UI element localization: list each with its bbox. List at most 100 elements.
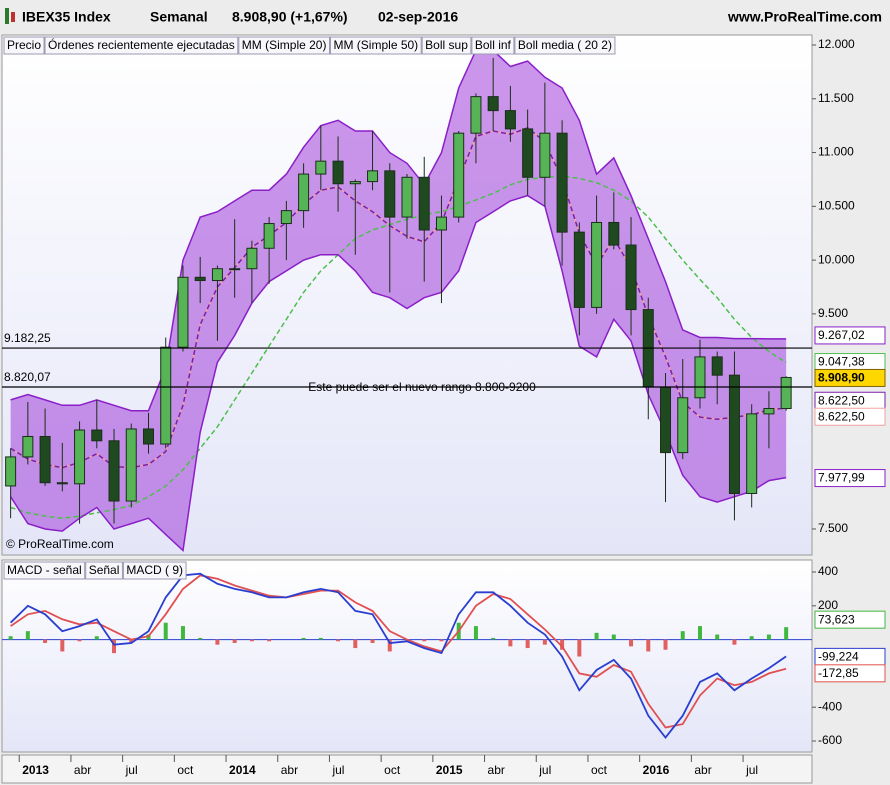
histogram-bar [611, 634, 616, 640]
indicator-line [10, 126, 787, 469]
legend-entry: MM (Simple 20) [242, 38, 327, 52]
candle-body [625, 244, 637, 311]
candle-body [728, 374, 740, 494]
candle-body [556, 132, 568, 233]
candle-body [246, 247, 258, 270]
last-value-label-box [814, 469, 886, 488]
histogram-bar [715, 634, 720, 640]
legend-box [421, 36, 472, 55]
site: www.ProRealTime.com [727, 9, 882, 25]
candle-body [22, 435, 34, 458]
candle-body [160, 346, 172, 445]
x-tick-label: jul [331, 763, 344, 777]
legend-box [44, 36, 239, 55]
last-value-label: -172,85 [818, 666, 859, 680]
y-tick-label: 200 [818, 598, 838, 612]
histogram-bar [732, 639, 737, 645]
histogram-bar [370, 639, 375, 643]
y-tick-label: -600 [818, 733, 842, 747]
histogram-bar [525, 639, 530, 649]
histogram-bar [422, 639, 427, 642]
y-tick-label: 9.500 [818, 306, 848, 320]
last-value-label-box [814, 610, 886, 629]
candle-body [5, 456, 17, 487]
candle-body [677, 397, 689, 454]
candle-body [418, 176, 430, 231]
candle-body [142, 428, 154, 445]
candle-body [504, 110, 516, 130]
date: 02-sep-2016 [378, 9, 458, 25]
last-value-label: 73,623 [818, 612, 855, 626]
candle-body [746, 413, 758, 494]
candle-body [229, 268, 241, 271]
bollinger-band-fill [10, 50, 787, 551]
legend-entry: Boll media ( 20 2) [518, 38, 612, 52]
last-value-label: 9.047,38 [818, 355, 865, 369]
indicator-line [10, 175, 787, 519]
x-tick-label: 2014 [229, 763, 256, 777]
legend-box [329, 36, 422, 55]
last-value-label-box [814, 326, 886, 345]
y-tick-label: 11.500 [818, 91, 854, 105]
last-value-label-box [814, 407, 886, 426]
candle-body [711, 356, 723, 376]
histogram-bar [267, 639, 272, 642]
histogram-bar [473, 626, 478, 640]
last-value-label: 7.977,99 [818, 471, 865, 485]
candle-body [401, 176, 413, 218]
y-tick-label: 10.000 [818, 252, 855, 266]
histogram-bar [25, 631, 30, 640]
candle-body [608, 221, 620, 246]
histogram-bar [663, 639, 668, 650]
legend-entry: Señal [89, 563, 120, 577]
candle-body [194, 276, 206, 282]
level-label: 9.182,25 [4, 331, 51, 345]
histogram-bar [163, 622, 168, 640]
candle-body [487, 96, 499, 112]
candle-body [280, 210, 292, 225]
candle-body [522, 128, 534, 178]
y-tick-label: 12.000 [818, 37, 855, 51]
indicator-line [9, 194, 787, 553]
indicator-line [10, 49, 787, 412]
legend-box [238, 36, 330, 55]
candle-body [780, 376, 792, 410]
last-value-label-box [814, 664, 886, 683]
candle-body [74, 429, 86, 485]
histogram-bar [577, 639, 582, 657]
period: Semanal [150, 9, 208, 25]
candle-icon [11, 12, 15, 22]
legend-box [85, 561, 123, 580]
histogram-bar [43, 639, 48, 643]
histogram-bar [646, 639, 651, 652]
histogram-bar [560, 639, 565, 650]
candle-body [315, 160, 327, 175]
histogram-bar [387, 639, 392, 652]
candle-icon [5, 8, 9, 24]
candle-body [349, 181, 361, 185]
last-value-label: 9.267,02 [818, 328, 865, 342]
macd-panel [1, 559, 813, 753]
legend-box [514, 36, 616, 55]
histogram-bar [112, 639, 117, 654]
x-tick-label: 2016 [643, 763, 670, 777]
candle-body [56, 482, 68, 485]
y-tick-label: 400 [818, 564, 838, 578]
legend-entry: Precio [7, 38, 41, 52]
candle-body [91, 429, 103, 442]
candle-body [108, 440, 120, 502]
macd-line [9, 572, 787, 740]
y-tick-label: 7.500 [818, 521, 848, 535]
histogram-bar [508, 639, 513, 647]
histogram-bar [491, 637, 496, 640]
candle-body [125, 428, 137, 502]
candle-body [298, 173, 310, 212]
level-label: 8.820,07 [4, 370, 51, 384]
histogram-bar [697, 626, 702, 640]
candle-body [453, 132, 465, 218]
quote: 8.908,90 (+1,67%) [232, 9, 348, 25]
histogram-bar [542, 639, 547, 645]
last-price-label-box [814, 368, 886, 387]
x-tick-label: abr [694, 763, 711, 777]
